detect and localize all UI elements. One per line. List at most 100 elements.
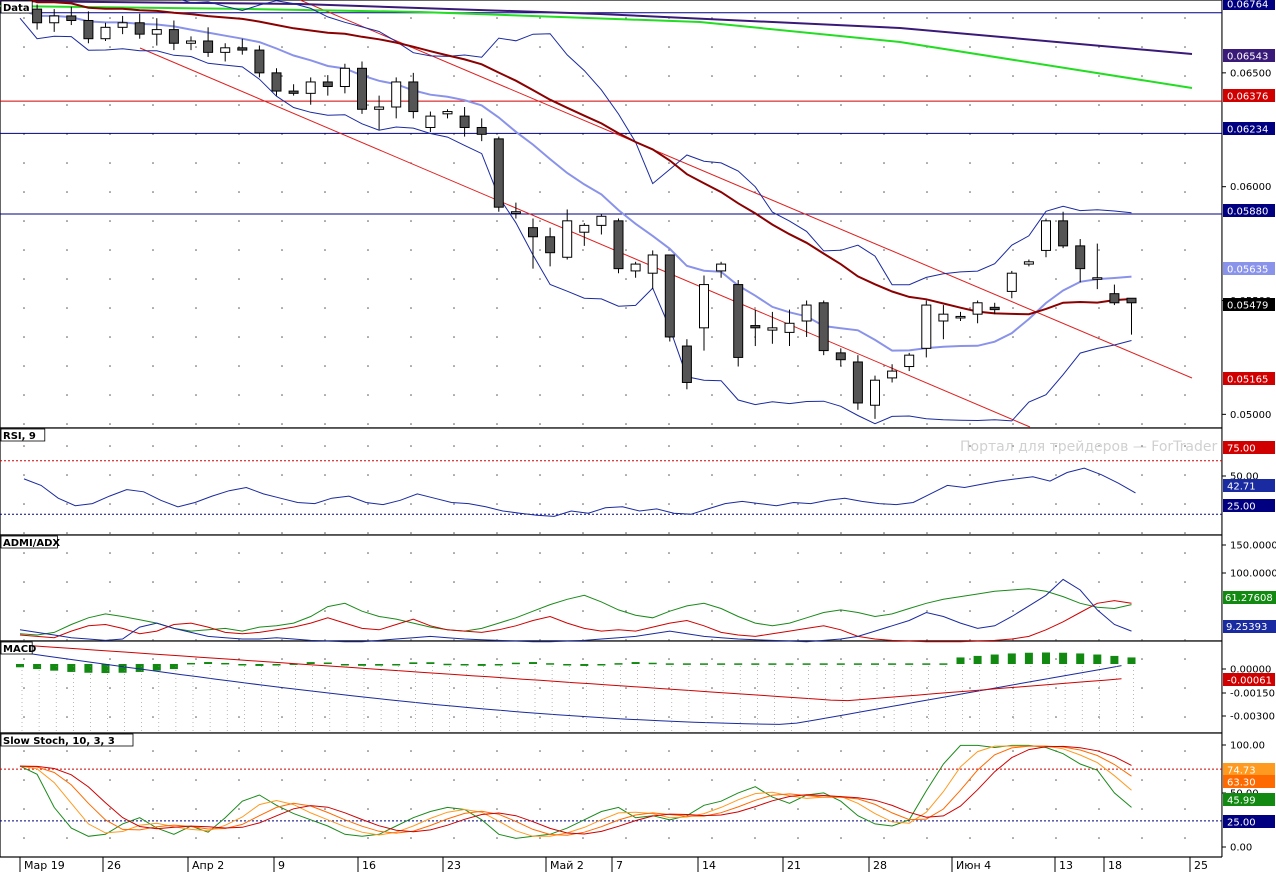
macd-bar (84, 664, 93, 673)
candle-body (100, 26, 111, 40)
rsi-title-box (0, 428, 46, 442)
candle-body (425, 115, 436, 128)
candle-body (613, 220, 624, 270)
macd-bar (819, 663, 828, 665)
stoch-badge-k-badge (1223, 793, 1275, 806)
price-badge-4: 0.05880 (1227, 207, 1268, 218)
rsi-badge-25-badge (1223, 499, 1275, 512)
candle-body (579, 224, 590, 233)
candle-11 (203, 27, 214, 57)
macd-bar (409, 662, 418, 664)
scale-area (1222, 0, 1276, 872)
bollinger-upper-line (20, 0, 1132, 286)
admi-scale-150: 150.00000 (1230, 541, 1276, 552)
macd-bar (375, 664, 384, 666)
candle-15 (271, 68, 282, 96)
price-badge-7-badge (1223, 372, 1275, 385)
candle-33 (579, 223, 590, 246)
candle-31 (545, 227, 556, 267)
candles-group (15, 2, 1137, 419)
candle-body (1092, 277, 1103, 280)
candle-body (955, 315, 966, 319)
macd-bar (135, 664, 144, 672)
price-badge-0-badge (1223, 0, 1275, 10)
macd-bar (50, 664, 59, 671)
macd-bar (648, 662, 657, 665)
rsi-scale-50: 50.00 (1230, 472, 1259, 483)
stoch-badge-slow: 63.30 (1227, 778, 1256, 789)
candle-14 (254, 45, 265, 78)
macd-bar (802, 663, 811, 665)
candle-body (1023, 261, 1034, 265)
price-title-box (0, 0, 33, 14)
candle-body (288, 90, 299, 94)
price-title: Data (3, 3, 30, 14)
candle-12 (220, 43, 231, 62)
candle-63 (1092, 243, 1103, 290)
candle-body (305, 81, 316, 94)
candle-body (186, 40, 196, 44)
candle-37 (647, 250, 658, 290)
price-badge-2: 0.06376 (1227, 92, 1268, 103)
macd-bar (255, 664, 264, 666)
candle-body (972, 302, 983, 315)
x-label-8: 14 (702, 859, 716, 872)
x-label-11: Июн 4 (956, 859, 991, 872)
candle-26 (459, 107, 470, 137)
candle-body (1075, 245, 1086, 270)
price-badge-7: 0.05165 (1227, 375, 1268, 386)
candle-35 (613, 218, 624, 274)
candle-20 (357, 61, 367, 114)
candle-body (339, 67, 350, 88)
macd-bar (939, 663, 948, 665)
candle-body (322, 81, 333, 88)
macd-bar (1127, 657, 1136, 664)
channel-upper-line (299, 0, 1193, 379)
candle-19 (339, 63, 350, 94)
macd-bar (563, 664, 572, 666)
macd-title-box (0, 641, 33, 655)
macd-bar (16, 664, 24, 668)
candle-59 (1023, 259, 1034, 267)
candle-body (784, 322, 795, 333)
x-label-13: 18 (1108, 859, 1122, 872)
candle-57 (989, 302, 1000, 315)
candle-30 (528, 218, 538, 269)
ma-blue-line (19, 8, 1132, 352)
candle-39 (681, 339, 692, 390)
macd-signal-line (9, 643, 1122, 702)
candle-body (750, 325, 761, 329)
rsi-badge-current: 42.71 (1227, 482, 1256, 493)
macd-bar (289, 663, 298, 665)
macd-bar (477, 664, 486, 666)
macd-bar (990, 654, 999, 664)
candle-62 (1075, 239, 1086, 283)
macd-bar (340, 664, 349, 666)
candle-7 (134, 13, 145, 39)
candle-body (938, 313, 949, 322)
candle-body (391, 81, 402, 108)
x-label-12: 13 (1059, 859, 1073, 872)
candle-body (1058, 220, 1069, 247)
candle-body (767, 327, 778, 331)
candle-58 (1006, 270, 1017, 299)
macd-bar (734, 663, 743, 665)
price-badge-0: 0.06764 (1227, 0, 1268, 11)
ma-green-line (0, 5, 1193, 89)
macd-bar (33, 664, 42, 670)
macd-panel-frame (0, 640, 1223, 734)
candle-body (117, 22, 128, 28)
macd-bar (768, 663, 777, 665)
candle-47 (818, 300, 829, 356)
candle-3 (66, 6, 77, 26)
candle-29 (510, 202, 521, 219)
candle-45 (784, 309, 795, 347)
price-badge-4-badge (1223, 204, 1275, 217)
admi-scale-100: 100.00000 (1230, 569, 1276, 580)
candle-body (32, 8, 43, 24)
macd-bar (494, 664, 503, 666)
macd-bar (871, 663, 879, 665)
macd-bar (546, 663, 555, 665)
macd-bar (1007, 653, 1016, 664)
stoch-title-box (0, 733, 134, 747)
